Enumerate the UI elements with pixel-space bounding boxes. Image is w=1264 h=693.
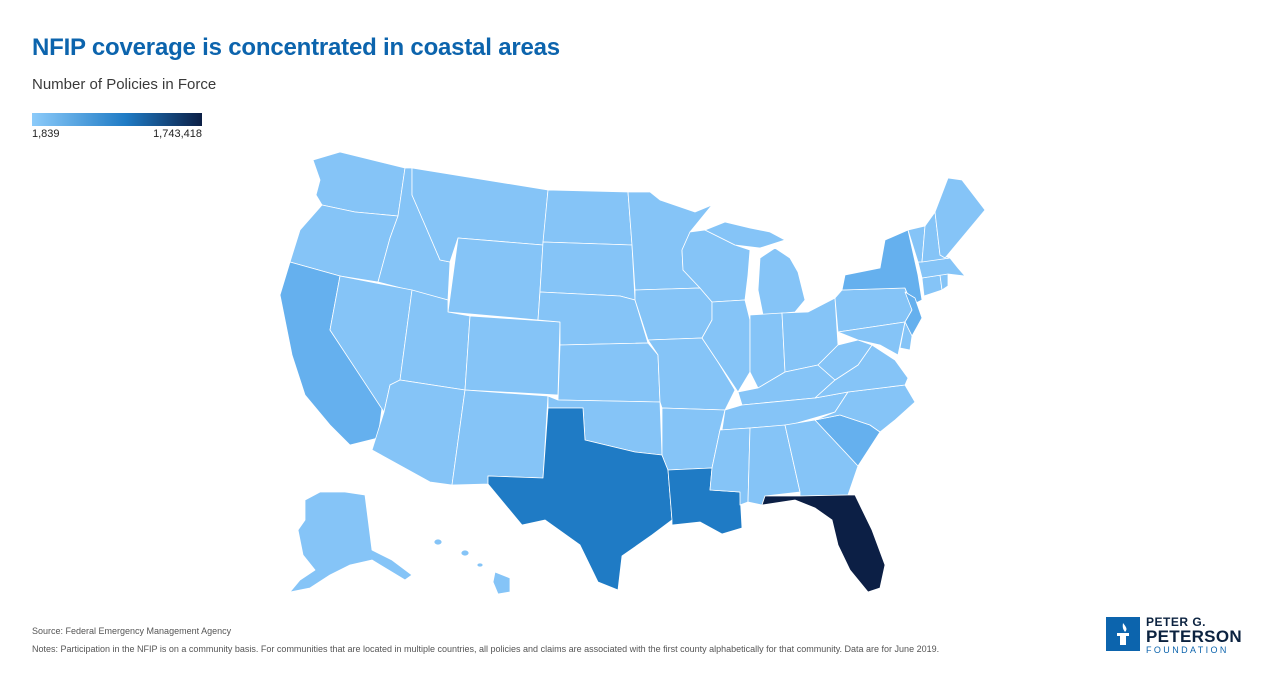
legend-max-label: 1,743,418 <box>153 128 202 140</box>
state-texas <box>487 407 673 591</box>
map-subtitle: Number of Policies in Force <box>32 76 217 93</box>
state-hawaii-big-island <box>492 571 511 595</box>
state-north-dakota <box>542 189 633 246</box>
us-choropleth-map <box>279 151 986 595</box>
state-colorado <box>464 315 561 396</box>
state-kansas <box>557 342 661 403</box>
logo-text-line3: FOUNDATION <box>1146 645 1229 655</box>
state-wyoming <box>447 237 544 321</box>
state-maine <box>934 177 986 259</box>
state-florida <box>761 494 886 593</box>
logo-text-line1: PETER G. <box>1146 615 1207 629</box>
state-michigan <box>757 247 806 316</box>
legend-min-label: 1,839 <box>32 128 60 140</box>
state-delaware <box>899 321 913 351</box>
state-hawaii-molokai <box>476 562 484 568</box>
state-iowa <box>634 287 713 341</box>
state-connecticut <box>921 274 943 297</box>
footnote: Notes: Participation in the NFIP is on a… <box>32 644 940 654</box>
state-hawaii-maui <box>460 549 470 557</box>
page-title: NFIP coverage is concentrated in coastal… <box>32 34 560 61</box>
state-alaska <box>289 491 413 593</box>
torch-icon <box>1106 617 1140 651</box>
state-new-mexico <box>451 389 549 486</box>
legend-gradient-bar <box>32 113 202 126</box>
state-michigan-upper <box>704 221 786 249</box>
state-south-dakota <box>539 241 636 301</box>
peterson-foundation-logo[interactable]: PETER G. PETERSON FOUNDATION <box>1106 615 1242 655</box>
source-note: Source: Federal Emergency Management Age… <box>32 626 232 636</box>
logo-text-line2: PETERSON <box>1146 627 1242 646</box>
state-hawaii-oahu <box>433 538 443 546</box>
state-west-virginia <box>817 339 873 381</box>
